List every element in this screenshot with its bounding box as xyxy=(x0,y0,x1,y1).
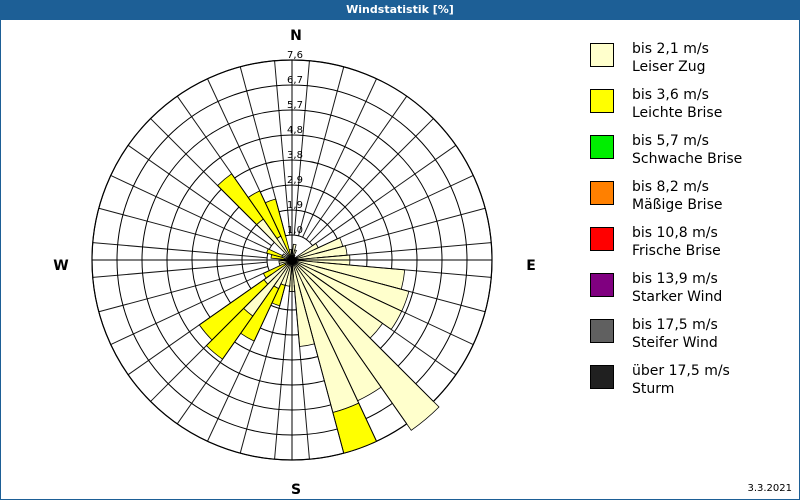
legend-swatch xyxy=(590,181,614,205)
legend-item: bis 8,2 m/s Mäßige Brise xyxy=(590,178,790,224)
svg-text:4,8: 4,8 xyxy=(287,125,303,136)
svg-text:5,7: 5,7 xyxy=(287,100,303,111)
chart-title: Windstatistik [%] xyxy=(0,0,800,20)
legend-item: bis 3,6 m/s Leichte Brise xyxy=(590,86,790,132)
legend-item: bis 13,9 m/s Starker Wind xyxy=(590,270,790,316)
legend-label: bis 13,9 m/s Starker Wind xyxy=(632,271,723,305)
legend-label: bis 2,1 m/s Leiser Zug xyxy=(632,41,709,75)
legend-swatch xyxy=(590,319,614,343)
east-label: E xyxy=(526,258,536,274)
legend-label: bis 10,8 m/s Frische Brise xyxy=(632,225,721,259)
legend-swatch xyxy=(590,43,614,67)
south-label: S xyxy=(291,482,301,498)
legend-item: bis 2,1 m/s Leiser Zug xyxy=(590,40,790,86)
legend-swatch xyxy=(590,365,614,389)
date-label: 3.3.2021 xyxy=(747,483,792,494)
legend-label: bis 5,7 m/s Schwache Brise xyxy=(632,133,743,167)
svg-text:2,9: 2,9 xyxy=(287,175,303,186)
legend-swatch xyxy=(590,135,614,159)
legend-swatch xyxy=(590,89,614,113)
legend-label: über 17,5 m/s Sturm xyxy=(632,363,730,397)
svg-text:6,7: 6,7 xyxy=(287,75,303,86)
svg-text:1,9: 1,9 xyxy=(287,200,303,211)
legend-label: bis 17,5 m/s Steifer Wind xyxy=(632,317,718,351)
wind-rose: 1,0 1,9 2,9 3,8 4,8 5,7 6,7 7,6 N E S W xyxy=(53,28,536,498)
legend-label: bis 8,2 m/s Mäßige Brise xyxy=(632,179,723,213)
legend-item: bis 5,7 m/s Schwache Brise xyxy=(590,132,790,178)
legend-item: über 17,5 m/s Sturm xyxy=(590,362,790,408)
svg-text:7,6: 7,6 xyxy=(287,50,303,61)
rose-spokes xyxy=(92,60,492,460)
legend-swatch xyxy=(590,273,614,297)
svg-text:1,0: 1,0 xyxy=(287,225,303,236)
legend-item: bis 10,8 m/s Frische Brise xyxy=(590,224,790,270)
legend-swatch xyxy=(590,227,614,251)
west-label: W xyxy=(53,258,68,274)
svg-text:3,8: 3,8 xyxy=(287,150,303,161)
ring-labels: 1,0 1,9 2,9 3,8 4,8 5,7 6,7 7,6 xyxy=(287,50,303,236)
north-label: N xyxy=(290,28,302,44)
legend-label: bis 3,6 m/s Leichte Brise xyxy=(632,87,723,121)
legend-item: bis 17,5 m/s Steifer Wind xyxy=(590,316,790,362)
